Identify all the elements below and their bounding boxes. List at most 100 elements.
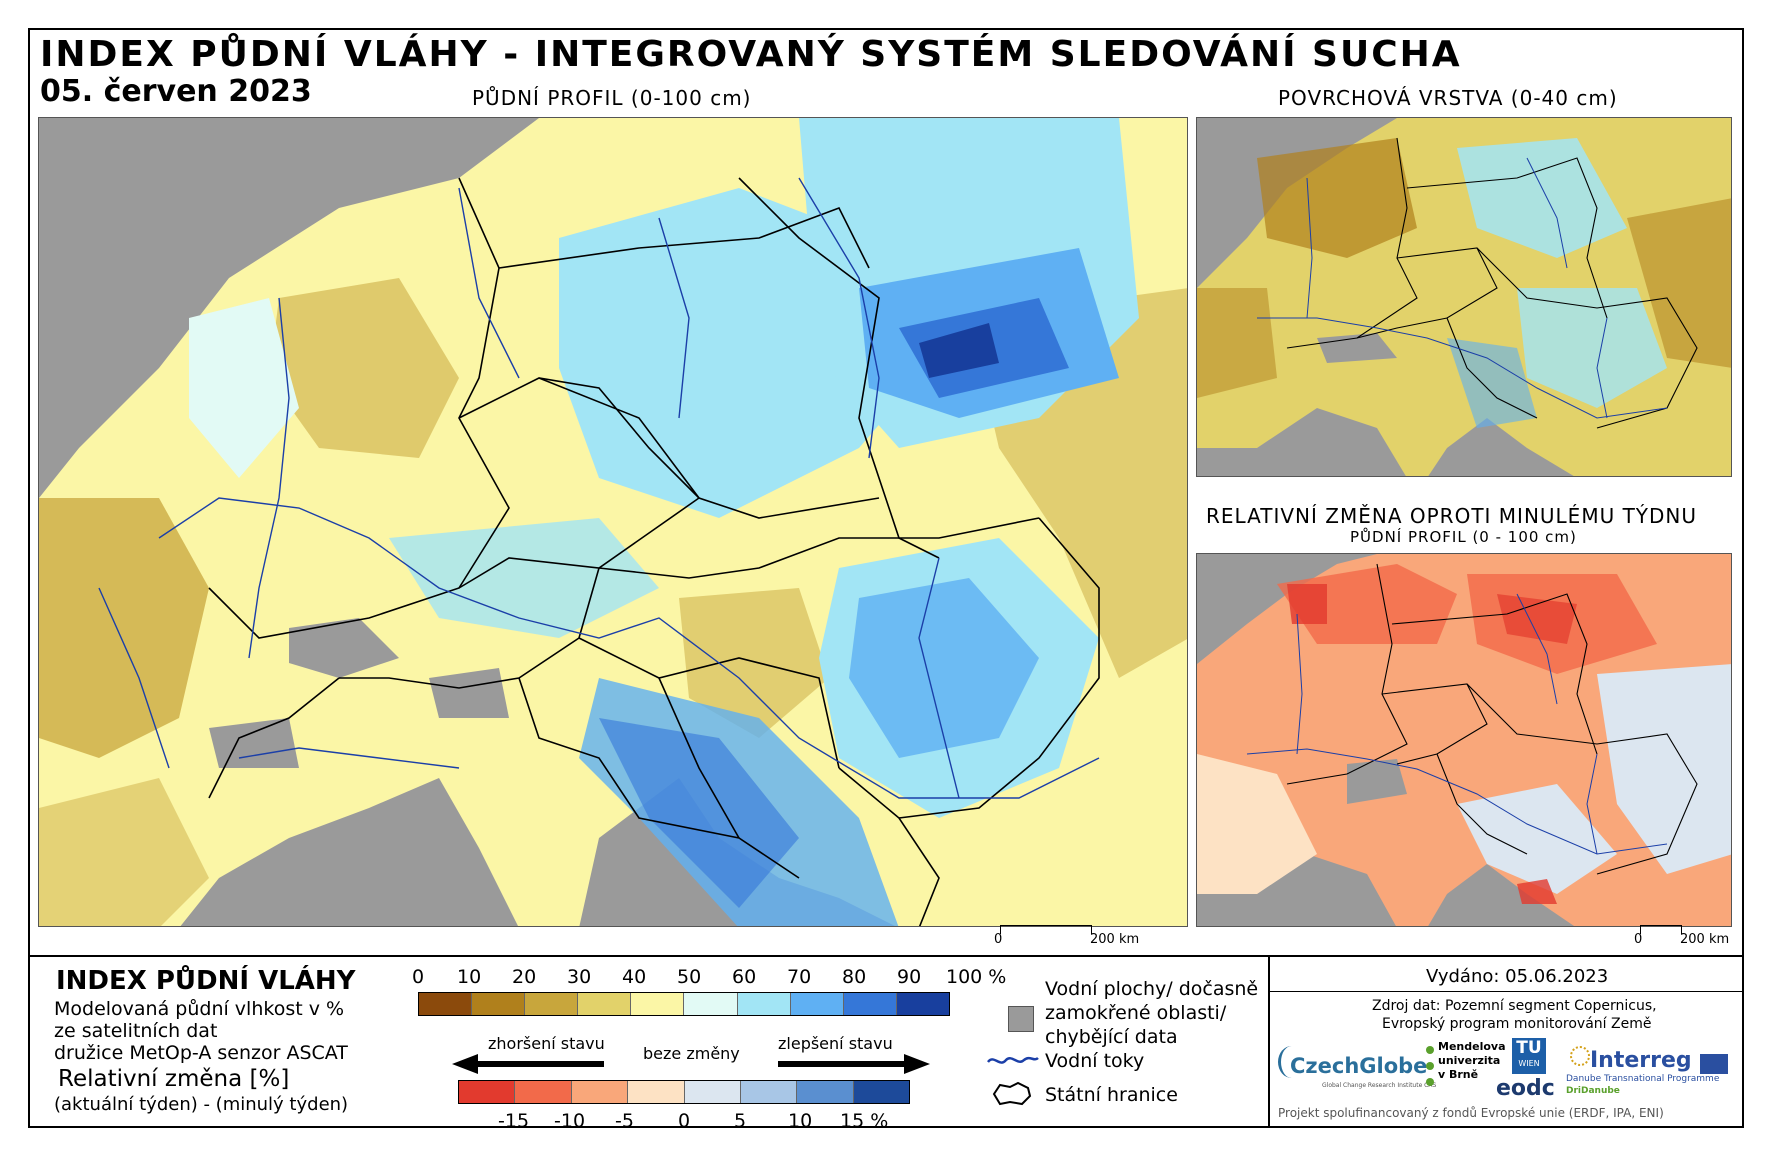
change-map-subcaption: PŮDNÍ PROFIL (0 - 100 cm) (1350, 528, 1577, 546)
issued-date: Vydáno: 05.06.2023 (1426, 966, 1609, 987)
index-tick: 70 (787, 966, 812, 988)
index-tick: 10 (457, 966, 482, 988)
index-tick: 50 (677, 966, 702, 988)
mendel-line-1: Mendelova (1438, 1040, 1506, 1053)
main-scale-label: 200 km (1090, 932, 1140, 947)
rivers-label: Vodní toky (1045, 1050, 1145, 1072)
change-swatch-5 (740, 1081, 798, 1103)
change-tick: -15 (498, 1110, 530, 1132)
index-swatch-0 (419, 993, 473, 1015)
czechglobe-logo: CzechGlobe (1290, 1054, 1428, 1078)
index-swatch-7 (790, 993, 844, 1015)
change-tick: 15 % (840, 1110, 889, 1132)
main-soil-moisture-map (38, 117, 1188, 927)
index-tick: 80 (842, 966, 867, 988)
border-icon (992, 1081, 1032, 1106)
legend-desc-line-2: ze satelitních dat (54, 1020, 218, 1042)
change-swatch-4 (684, 1081, 741, 1103)
borders-label: Státní hranice (1045, 1084, 1178, 1106)
main-scale-zero: 0 (994, 932, 1003, 947)
change-tick: 5 (734, 1110, 747, 1132)
index-tick: 90 (897, 966, 922, 988)
eodc-logo: eodc (1496, 1076, 1555, 1101)
nochange-label: beze změny (643, 1044, 740, 1063)
water-label-line-2: zamokřené oblasti/ (1045, 1002, 1227, 1024)
change-arrows (452, 1054, 930, 1074)
worse-label: zhoršení stavu (488, 1034, 605, 1053)
source-line-2: Evropský program monitorování Země (1382, 1016, 1652, 1032)
river-icon (987, 1056, 1039, 1064)
change-swatch-3 (628, 1081, 685, 1103)
index-tick: 20 (512, 966, 537, 988)
main-map-caption: PŮDNÍ PROFIL (0-100 cm) (472, 86, 752, 110)
water-swatch (1008, 1006, 1034, 1032)
issued-divider (1270, 991, 1744, 992)
surface-map-caption: POVRCHOVÁ VRSTVA (0-40 cm) (1278, 86, 1618, 110)
index-swatch-8 (843, 993, 897, 1015)
legend-desc-line-1: Modelovaná půdní vlhkost v % (54, 998, 345, 1020)
mendel-line-2: univerzita (1438, 1054, 1501, 1067)
index-tick: 0 (412, 966, 425, 988)
interreg-subtitle: Danube Transnational Programme (1566, 1074, 1720, 1084)
tu-wien-logo: TU WIEN (1512, 1038, 1546, 1074)
change-color-bar (458, 1080, 910, 1104)
dridanube-label: DriDanube (1566, 1086, 1620, 1096)
better-label: zlepšení stavu (778, 1034, 893, 1053)
change-tick: 0 (678, 1110, 691, 1132)
index-tick: 100 % (946, 966, 1007, 988)
legend-divider (28, 955, 1744, 957)
inset-scale-zero: 0 (1634, 932, 1643, 947)
index-swatch-6 (737, 993, 791, 1015)
interreg-logo: Interreg (1590, 1048, 1692, 1073)
change-swatch-7 (853, 1081, 909, 1103)
water-label-line-3: chybějící data (1045, 1026, 1178, 1048)
water-label-line-1: Vodní plochy/ dočasně (1045, 978, 1259, 1000)
index-swatch-4 (631, 993, 685, 1015)
mendel-dot-icon (1426, 1046, 1434, 1054)
tu-logo-sub: WIEN (1518, 1059, 1540, 1068)
czechglobe-arc-icon (1278, 1046, 1305, 1078)
index-swatch-3 (578, 993, 632, 1015)
change-map-caption: RELATIVNÍ ZMĚNA OPROTI MINULÉMU TÝDNU (1206, 504, 1698, 528)
change-map-graphic (1197, 554, 1731, 926)
change-legend-title: Relativní změna [%] (58, 1066, 290, 1092)
czechglobe-subtitle: Global Change Research Institute CAS (1322, 1082, 1437, 1089)
change-ticks: -15 -10 -5 0 5 10 15 % (458, 1110, 918, 1132)
relative-change-map (1196, 553, 1732, 927)
mendel-dot-icon (1426, 1062, 1434, 1070)
index-tick: 60 (732, 966, 757, 988)
change-tick: -5 (615, 1110, 634, 1132)
index-swatch-1 (472, 993, 526, 1015)
change-swatch-6 (797, 1081, 854, 1103)
mendel-logo: Mendelova univerzita v Brně (1438, 1040, 1506, 1082)
mendel-line-3: v Brně (1438, 1068, 1479, 1081)
change-tick: -10 (554, 1110, 586, 1132)
source-line-1: Zdroj dat: Pozemní segment Copernicus, (1372, 998, 1657, 1014)
main-map-graphic (39, 118, 1187, 926)
mendel-dot-icon (1426, 1078, 1434, 1086)
change-legend-desc: (aktuální týden) - (minulý týden) (54, 1094, 349, 1115)
main-scale-bar (1000, 925, 1092, 934)
page-title: INDEX PŮDNÍ VLÁHY - INTEGROVANÝ SYSTÉM S… (40, 34, 1462, 75)
surface-map-graphic (1197, 118, 1731, 476)
eu-cofunding-footer: Projekt spolufinancovaný z fondů Evropsk… (1278, 1106, 1664, 1120)
index-swatch-9 (896, 993, 949, 1015)
tu-logo-text: TU (1516, 1038, 1542, 1058)
index-tick: 30 (567, 966, 592, 988)
interreg-star-icon (1570, 1046, 1590, 1066)
index-swatch-5 (684, 993, 738, 1015)
change-swatch-0 (459, 1081, 516, 1103)
index-color-bar (418, 992, 950, 1016)
worse-arrow-icon (452, 1054, 604, 1074)
info-divider (1268, 955, 1270, 1128)
inset-scale-bar (1640, 925, 1682, 934)
index-ticks: 0 10 20 30 40 50 60 70 80 90 100 % (412, 966, 1006, 990)
better-arrow-icon (778, 1054, 930, 1074)
change-swatch-1 (515, 1081, 572, 1103)
index-swatch-2 (525, 993, 579, 1015)
change-tick: 10 (788, 1110, 813, 1132)
index-tick: 40 (622, 966, 647, 988)
legend-desc-line-3: družice MetOp-A senzor ASCAT (54, 1042, 348, 1064)
surface-layer-map (1196, 117, 1732, 477)
legend-title: INDEX PŮDNÍ VLÁHY (56, 966, 356, 996)
